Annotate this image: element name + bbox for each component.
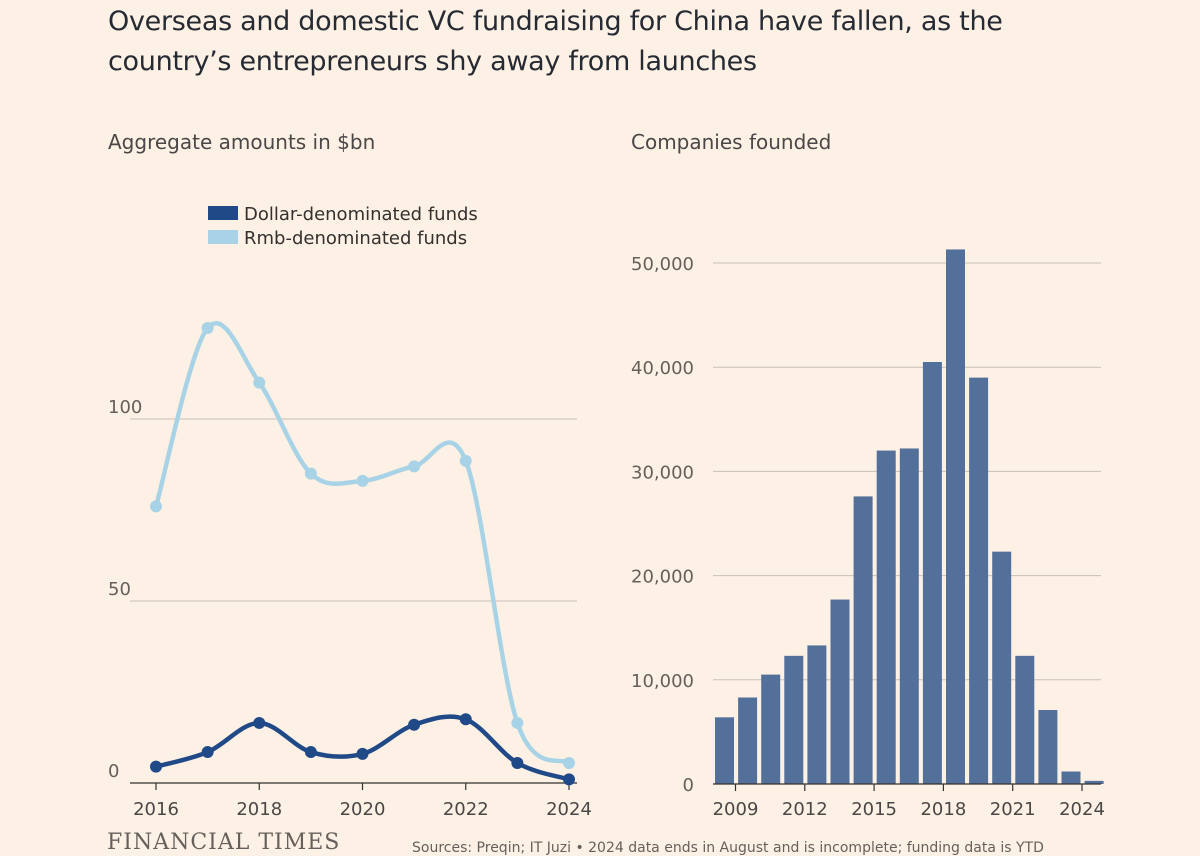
rmb-legend-label: Rmb-denominated funds [244,228,467,249]
right-x-tick-label: 2024 [1059,799,1105,820]
bar [761,674,781,784]
source-note: Sources: Preqin; IT Juzi • 2024 data end… [412,840,1044,856]
bar [899,448,919,784]
rmb-series-line [153,321,572,766]
bar [1061,771,1081,784]
dollar-data-point [201,746,214,759]
left-x-tick-label: 2018 [236,799,282,820]
dollar-legend-label: Dollar-denominated funds [244,204,478,225]
bar [715,717,734,784]
left-x-tick-label: 2022 [443,799,489,820]
dollar-data-point [253,716,266,729]
right-y-tick-label: 10,000 [631,671,694,692]
right-y-tick-label: 40,000 [631,358,694,379]
right-x-tick-label: 2012 [782,799,828,820]
rmb-data-point [408,460,421,473]
left-x-tick-label: 2020 [340,799,386,820]
rmb-data-point [459,454,472,467]
chart-title: Overseas and domestic VC fundraising for… [108,6,1003,77]
left-y-tick-label: 0 [108,761,119,782]
bar [738,697,758,784]
bar [969,377,989,784]
dollar-data-point [408,718,421,731]
dollar-legend-swatch [208,206,238,220]
right-x-tick-label: 2009 [713,799,759,820]
left-y-tick-label: 100 [108,397,142,418]
left-chart-title: Aggregate amounts in $bn [108,130,376,154]
right-chart-title: Companies founded [631,130,832,154]
rmb-legend-swatch [208,230,238,244]
dollar-data-point [356,747,369,760]
bar [830,599,850,784]
dollar-data-point [304,746,317,759]
right-y-tick-label: 30,000 [631,462,694,483]
right-x-tick-label: 2021 [990,799,1036,820]
left-y-tick-label: 50 [108,579,131,600]
bar [946,249,965,785]
rmb-data-point [201,322,214,334]
ft-logo: FINANCIAL TIMES [107,830,341,855]
bar [992,551,1012,784]
bar [1015,655,1035,784]
rmb-data-point [356,474,369,487]
right-x-tick-label: 2015 [851,799,897,820]
bar [1084,780,1104,784]
bar [807,645,827,784]
bar [784,655,804,784]
right-y-tick-label: 50,000 [631,254,694,275]
bar [1038,710,1058,784]
left-x-tick-label: 2016 [133,799,179,820]
dollar-data-point [150,760,162,773]
dollar-data-point [459,713,472,726]
dollar-data-point [511,756,524,769]
right-y-tick-label: 20,000 [631,567,694,588]
rmb-data-point [253,376,266,389]
rmb-data-point [150,500,162,513]
bar [922,361,942,784]
rmb-data-point [304,467,317,480]
right-x-tick-label: 2018 [920,799,966,820]
dollar-data-point [563,773,575,786]
right-y-tick-label: 0 [683,775,694,796]
bar [853,496,873,784]
rmb-data-point [511,716,524,729]
bar [876,450,896,784]
rmb-data-point [563,756,575,769]
left-x-tick-label: 2024 [546,799,592,820]
